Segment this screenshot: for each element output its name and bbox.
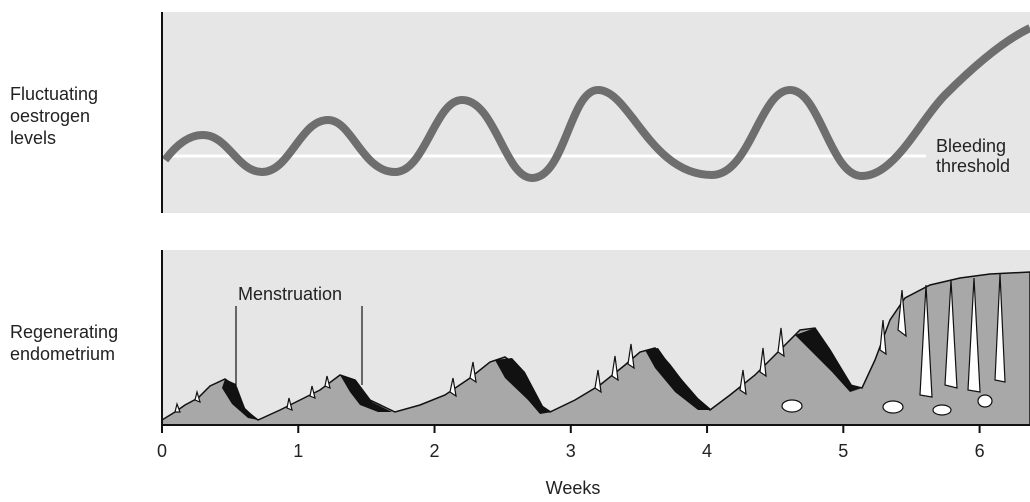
- menstruation-label: Menstruation: [238, 284, 342, 304]
- x-tick-label: 0: [157, 441, 167, 461]
- shed-tissue: [222, 328, 862, 420]
- bottom-panel-label: Regenerating endometrium: [10, 322, 123, 364]
- label-line: endometrium: [10, 344, 115, 364]
- label-line: levels: [10, 128, 56, 148]
- x-tick-label: 1: [293, 441, 303, 461]
- x-tick-label: 3: [566, 441, 576, 461]
- glands: [174, 273, 1006, 416]
- top-panel-label: Fluctuating oestrogen levels: [10, 84, 103, 148]
- label-line: Fluctuating: [10, 84, 98, 104]
- x-tick-label: 4: [702, 441, 712, 461]
- label-line: threshold: [936, 156, 1010, 176]
- x-axis-label: Weeks: [546, 478, 601, 498]
- label-line: Bleeding: [936, 136, 1006, 156]
- x-tick-label: 2: [430, 441, 440, 461]
- oestrogen-curve: [161, 24, 1030, 183]
- x-tick-label: 6: [975, 441, 985, 461]
- oestrogen-panel: [162, 12, 1030, 213]
- x-tick-label: 5: [838, 441, 848, 461]
- endometrium: [161, 271, 1030, 426]
- label-line: Regenerating: [10, 322, 118, 342]
- threshold-label: Bleeding threshold: [936, 136, 1011, 176]
- label-line: oestrogen: [10, 106, 90, 126]
